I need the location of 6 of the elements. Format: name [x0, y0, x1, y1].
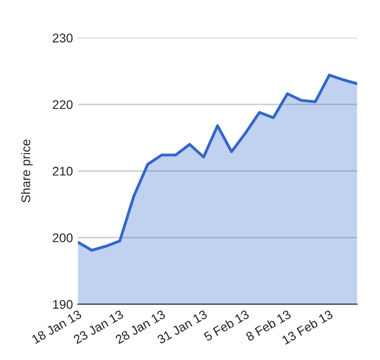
- y-tick-label: 200: [52, 233, 73, 242]
- y-tick-label: 230: [52, 34, 73, 42]
- y-axis-title: Share price: [21, 140, 33, 202]
- y-tick-label: 190: [53, 300, 73, 309]
- y-tick-label: 220: [52, 100, 73, 110]
- y-tick-label: 210: [52, 166, 73, 176]
